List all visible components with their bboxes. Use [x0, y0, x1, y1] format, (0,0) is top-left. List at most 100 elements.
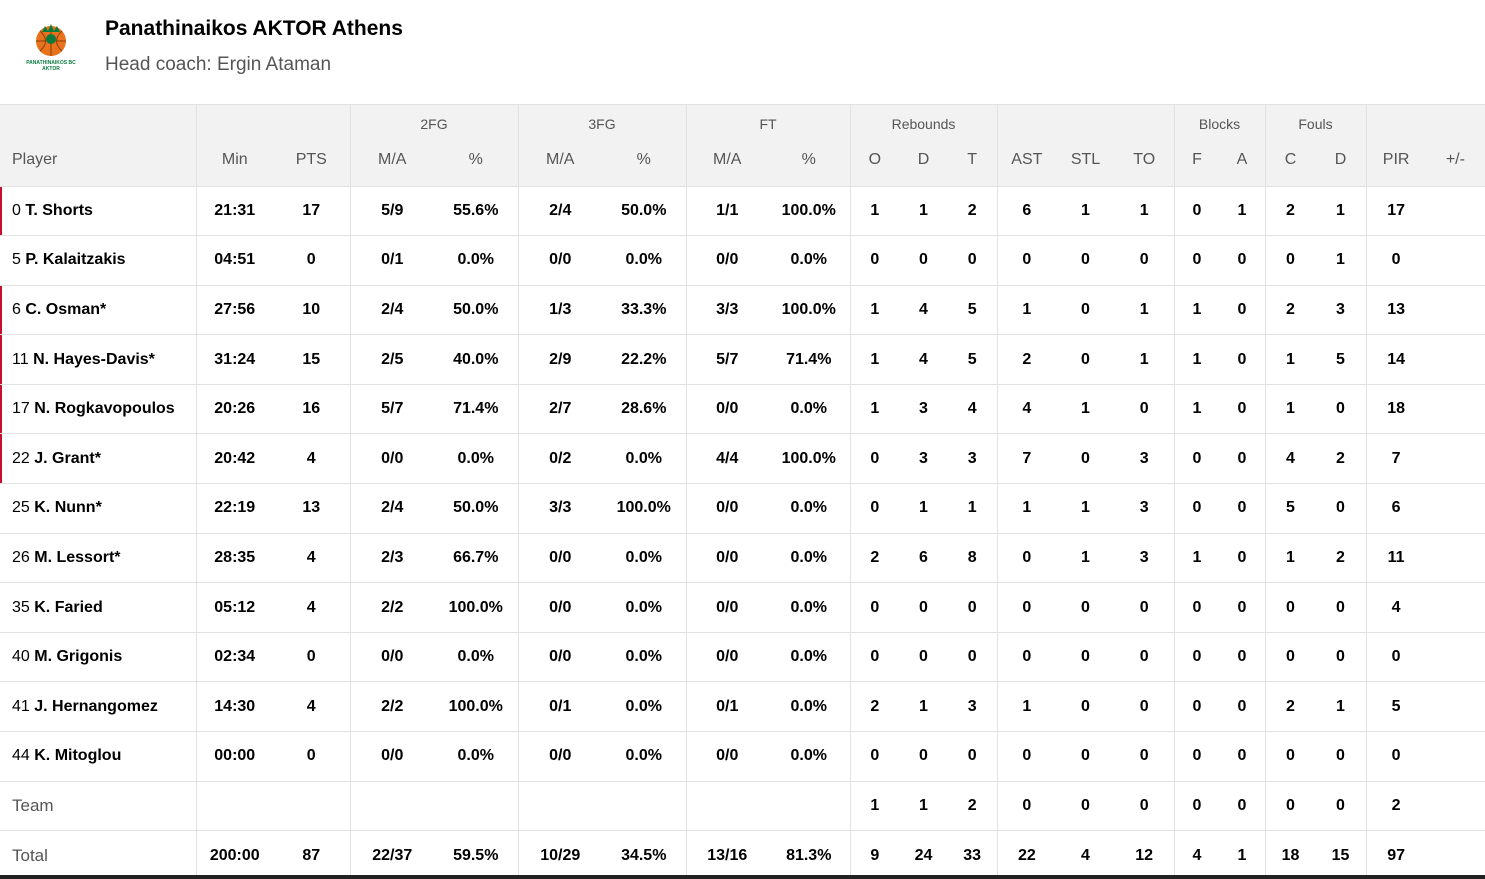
table-row[interactable]: 17 N. Rogkavopoulos 20:26 16 5/7 71.4% 2/7 28.… — [0, 384, 1485, 434]
stat-pts: 10 — [302, 300, 321, 318]
player-name-link[interactable]: K. Mitoglou — [34, 747, 122, 765]
table-row[interactable]: 40 M. Grigonis 02:34 0 0/0 0.0% 0/0 0.0% 0/0 0.0… — [0, 632, 1485, 682]
stat-foul-c: 2 — [1286, 201, 1295, 219]
stat-ast: 1 — [1022, 499, 1032, 517]
table-row[interactable]: 26 M. Lessort* 28:35 4 2/3 66.7% 0/0 0.0% 0/0 0.… — [0, 533, 1485, 583]
stat-to: 1 — [1139, 350, 1149, 368]
head-coach: Head coach: Ergin Ataman — [105, 54, 332, 75]
player-name-link[interactable]: P. Kalaitzakis — [25, 251, 126, 269]
stat-ft-pct: 100.0% — [781, 300, 836, 318]
boxscore-table: Player Min PTS 2FG M/A% 3FG M/A% FT M/A% — [0, 105, 1485, 879]
header-ast-stl-to[interactable]: AST STL TO — [996, 105, 1174, 186]
stat-blk-f: 0 — [1192, 747, 1202, 765]
table-row[interactable]: 25 K. Nunn* 22:19 13 2/4 50.0% 3/3 100.0% 0/0 0.… — [0, 483, 1485, 534]
stat-min: 22:19 — [214, 499, 256, 517]
stat-group-cell: 0/0 0.0% — [517, 582, 686, 633]
table-header-row: Player Min PTS 2FG M/A% 3FG M/A% FT M/A% — [0, 105, 1485, 186]
player-name-link[interactable]: N. Hayes-Davis* — [33, 350, 155, 368]
table-row[interactable]: 11 N. Hayes-Davis* 31:24 15 2/5 40.0% 2/9 22.2… — [0, 334, 1485, 385]
stat-reb-d: 0 — [919, 747, 928, 765]
table-row[interactable]: 44 K. Mitoglou 00:00 0 0/0 0.0% 0/0 0.0% 0/0 0.0… — [0, 731, 1485, 782]
stat-ft-pct: 0.0% — [790, 697, 827, 715]
player-cell[interactable]: 22 J. Grant* — [0, 434, 196, 484]
stat-blk-f: 0 — [1192, 449, 1202, 467]
table-row[interactable]: 0 T. Shorts 21:31 17 5/9 55.6% 2/4 50.0% 1/1 100… — [0, 186, 1485, 236]
player-name-link[interactable]: J. Hernangomez — [34, 697, 158, 715]
stat-fg3-pct: 28.6% — [621, 400, 667, 418]
player-cell[interactable]: 0 T. Shorts — [0, 186, 196, 236]
player-cell[interactable]: 40 M. Grigonis — [0, 632, 196, 682]
stat-reb-o: 0 — [870, 449, 880, 467]
stat-group-cell: 14:30 4 — [195, 681, 350, 732]
stat-reb-o: 0 — [870, 747, 880, 765]
player-name-link[interactable]: M. Lessort* — [34, 548, 121, 566]
player-name-link[interactable]: N. Rogkavopoulos — [34, 400, 175, 418]
player-cell[interactable]: 35 K. Faried — [0, 583, 196, 633]
stat-ft-pct: 0.0% — [790, 747, 827, 765]
stat-group-cell: 0/1 0.0% — [349, 235, 518, 286]
stat-pir: 14 — [1387, 350, 1406, 368]
player-cell[interactable]: 11 N. Hayes-Davis* — [0, 335, 196, 385]
player-name-link[interactable]: J. Grant* — [34, 449, 101, 467]
stat-fg2-pct: 0.0% — [457, 747, 494, 765]
stat-ast: 0 — [1022, 598, 1032, 616]
stat-group-cell: 1 0 0 — [996, 681, 1174, 732]
stat-foul-d: 0 — [1336, 648, 1345, 666]
header-player[interactable]: Player — [0, 105, 196, 186]
player-name-link[interactable]: K. Nunn* — [34, 499, 102, 517]
header-2fg[interactable]: 2FG M/A% — [349, 105, 518, 186]
player-cell[interactable]: 6 C. Osman* — [0, 285, 196, 335]
stat-blk-a: 0 — [1237, 499, 1247, 517]
stat-pir: 0 — [1391, 747, 1401, 765]
stat-fg3-pct: 0.0% — [625, 747, 662, 765]
stat-fg2-pct: 40.0% — [453, 350, 499, 368]
table-row[interactable]: 35 K. Faried 05:12 4 2/2 100.0% 0/0 0.0% 0/0 0.0… — [0, 582, 1485, 633]
stat-group-cell: 0/0 0.0% — [685, 483, 850, 534]
player-cell[interactable]: 17 N. Rogkavopoulos — [0, 384, 196, 434]
stat-group-cell: 05:12 4 — [195, 582, 350, 633]
stat-ft-ma: 0/0 — [716, 251, 739, 269]
table-row[interactable]: 6 C. Osman* 27:56 10 2/4 50.0% 1/3 33.3% 3/3 100… — [0, 285, 1485, 335]
header-min-pts[interactable]: Min PTS — [195, 105, 350, 186]
header-3fg[interactable]: 3FG M/A% — [517, 105, 686, 186]
player-name-link[interactable]: K. Faried — [34, 598, 103, 616]
stat-group-cell: 13 — [1365, 285, 1485, 335]
stat-group-cell: 0/0 0.0% — [517, 235, 686, 286]
table-row[interactable]: 41 J. Hernangomez 14:30 4 2/2 100.0% 0/1 0.0% 0… — [0, 681, 1485, 732]
player-cell[interactable]: 41 J. Hernangomez — [0, 682, 196, 732]
stat-group-cell: 27:56 10 — [195, 285, 350, 335]
stat-blk-a: 0 — [1237, 350, 1247, 368]
stat-to: 0 — [1139, 697, 1149, 715]
player-cell[interactable]: 25 K. Nunn* — [0, 484, 196, 534]
stat-reb-d: 0 — [919, 648, 928, 666]
player-cell[interactable]: 5 P. Kalaitzakis — [0, 236, 196, 286]
stat-stl: 0 — [1081, 350, 1090, 368]
stat-to: 3 — [1139, 449, 1149, 467]
player-name-link[interactable]: C. Osman* — [25, 300, 107, 318]
header-ft[interactable]: FT M/A% — [685, 105, 850, 186]
player-name-link[interactable]: M. Grigonis — [34, 648, 123, 666]
stat-foul-c: 0 — [1286, 598, 1295, 616]
stat-ft-ma: 0/0 — [716, 598, 739, 616]
stat-group-cell: 1/3 33.3% — [517, 285, 686, 335]
stat-group-cell: 2/2 100.0% — [349, 681, 518, 732]
stat-stl: 0 — [1081, 648, 1090, 666]
stat-foul-d: 0 — [1336, 747, 1345, 765]
stat-ast: 0 — [1022, 747, 1032, 765]
header-pir-plusminus[interactable]: PIR +/- — [1365, 105, 1485, 186]
player-cell[interactable]: 44 K. Mitoglou — [0, 732, 196, 782]
stat-blk-a: 0 — [1237, 449, 1247, 467]
player-name-link[interactable]: T. Shorts — [25, 201, 93, 219]
stat-group-cell: 0/0 0.0% — [685, 731, 850, 782]
table-row[interactable]: 5 P. Kalaitzakis 04:51 0 0/1 0.0% 0/0 0.0% 0/0 0… — [0, 235, 1485, 286]
stat-ft-ma: 0/0 — [716, 747, 739, 765]
stat-reb-d: 3 — [919, 449, 928, 467]
stat-fg2-ma: 2/4 — [381, 300, 404, 318]
stat-reb-t: 8 — [967, 548, 977, 566]
stat-pts: 0 — [306, 251, 316, 269]
player-cell[interactable]: 26 M. Lessort* — [0, 533, 196, 583]
table-row[interactable]: 22 J. Grant* 20:42 4 0/0 0.0% 0/2 0.0% 4/4 100.0… — [0, 433, 1485, 484]
